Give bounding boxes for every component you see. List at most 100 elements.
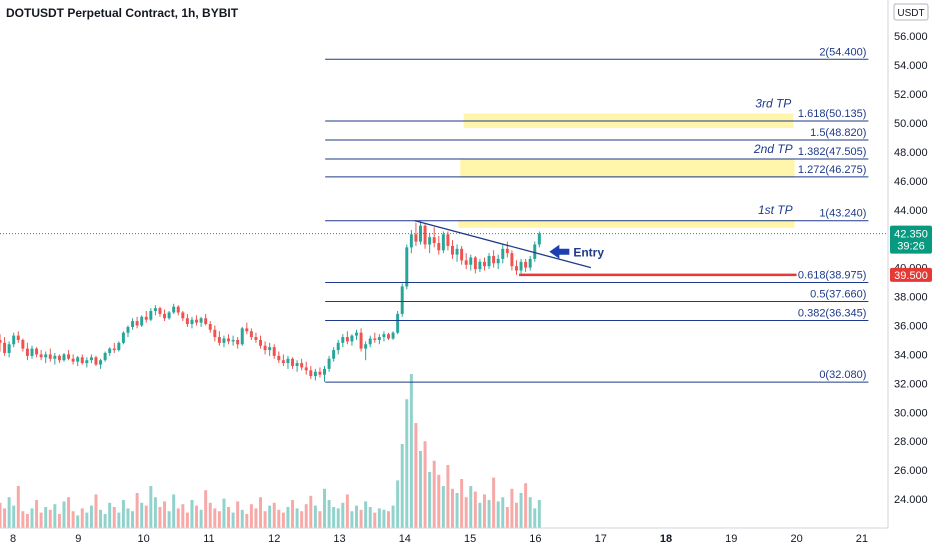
- volume-bar: [501, 497, 505, 528]
- candle-body: [528, 258, 532, 268]
- x-tick-label: 10: [138, 533, 150, 545]
- candle-body: [99, 360, 103, 365]
- candle-body: [464, 260, 468, 265]
- volume-bar: [245, 514, 249, 528]
- volume-bar: [336, 508, 340, 528]
- volume-bar: [57, 514, 61, 528]
- volume-bar: [396, 480, 400, 528]
- candle-body: [172, 306, 176, 313]
- volume-bar: [190, 500, 194, 528]
- y-tick-label: 52.000: [894, 89, 928, 101]
- candle-body: [341, 337, 345, 343]
- volume-bar: [482, 494, 486, 528]
- y-tick-label: 36.000: [894, 320, 928, 332]
- volume-bar: [126, 508, 130, 528]
- volume-bar: [419, 451, 422, 528]
- candle-body: [48, 354, 52, 359]
- candle-body: [368, 338, 372, 345]
- candle-body: [496, 258, 500, 264]
- volume-bar: [414, 423, 418, 528]
- volume-bar: [355, 505, 358, 528]
- volume-bar: [505, 507, 509, 528]
- candle-body: [199, 318, 203, 323]
- candle-body: [121, 332, 125, 343]
- volume-bar: [103, 514, 107, 528]
- volume-bar: [222, 498, 226, 528]
- candle-body: [249, 331, 253, 338]
- candle-body: [163, 313, 167, 319]
- y-tick-label: 48.000: [894, 147, 928, 159]
- candle-body: [195, 319, 199, 323]
- volume-bar: [231, 512, 235, 528]
- volume-bar: [533, 508, 537, 528]
- candle-body: [30, 348, 34, 356]
- volume-bar: [537, 500, 541, 528]
- candle-body: [135, 321, 139, 326]
- fib-label: 1(43.240): [819, 208, 866, 220]
- volume-bar: [213, 508, 217, 528]
- volume-bar: [487, 500, 491, 528]
- y-tick-label: 30.000: [894, 407, 928, 419]
- candle-body: [510, 253, 514, 267]
- candle-body: [537, 233, 541, 245]
- candle-body: [89, 357, 93, 361]
- volume-bar: [286, 507, 290, 528]
- candle-body: [112, 348, 116, 351]
- volume-bar: [121, 500, 125, 528]
- candle-body: [67, 354, 71, 359]
- volume-bar: [176, 508, 180, 528]
- volume-bar: [428, 472, 432, 528]
- candle-body: [482, 261, 486, 267]
- volume-bar: [80, 508, 84, 528]
- candle-body: [217, 337, 221, 343]
- volume-bar: [167, 511, 171, 528]
- candle-body: [53, 355, 57, 359]
- chart-title: DOTUSDT Perpetual Contract, 1h, BYBIT: [6, 6, 239, 20]
- entry-label: Entry: [573, 246, 604, 260]
- volume-bar: [0, 502, 2, 528]
- volume-bar: [163, 501, 167, 528]
- volume-bar: [528, 497, 532, 528]
- candle-body: [336, 342, 340, 351]
- candle-body: [126, 326, 130, 333]
- candle-body: [167, 312, 171, 319]
- candle-body: [295, 363, 299, 366]
- candle-body: [414, 234, 418, 242]
- candle-body: [350, 335, 354, 342]
- candle-body: [236, 339, 240, 345]
- candle-body: [364, 344, 368, 349]
- x-tick-label: 16: [529, 533, 541, 545]
- candle-body: [304, 367, 308, 371]
- candle-body: [35, 348, 39, 355]
- volume-bar: [53, 504, 57, 528]
- x-tick-label: 21: [856, 533, 868, 545]
- x-tick-label: 15: [464, 533, 476, 545]
- volume-bar: [259, 497, 263, 528]
- volume-bar: [377, 508, 381, 528]
- volume-bar: [48, 509, 52, 528]
- volume-bar: [364, 501, 368, 528]
- volume-bar: [373, 512, 377, 528]
- fib-label: 0.382(36.345): [798, 307, 867, 319]
- candle-body: [231, 339, 235, 342]
- fib-label: 0(32.080): [819, 369, 866, 381]
- volume-bar: [227, 507, 231, 528]
- tp-zone: [458, 219, 795, 228]
- current-price-label: 42.350: [894, 229, 928, 241]
- tp-zone-label: 2nd TP: [753, 142, 793, 156]
- candle-body: [391, 332, 395, 339]
- fib-label: 0.5(37.660): [810, 288, 866, 300]
- candle-body: [71, 358, 75, 362]
- candle-body: [181, 312, 185, 319]
- x-tick-label: 18: [660, 533, 672, 545]
- overlay-layer: 3rd TP 2nd TP 1st TP 2(54.400) 1.618(50.135)…: [0, 46, 888, 383]
- candle-body: [94, 357, 98, 365]
- currency-label: USDT: [897, 8, 924, 19]
- candle-body: [131, 321, 135, 327]
- candle-body: [57, 355, 61, 361]
- volume-bar: [30, 508, 34, 528]
- candle-body: [451, 245, 454, 255]
- candle-body: [117, 342, 121, 351]
- volume-bar: [89, 505, 93, 528]
